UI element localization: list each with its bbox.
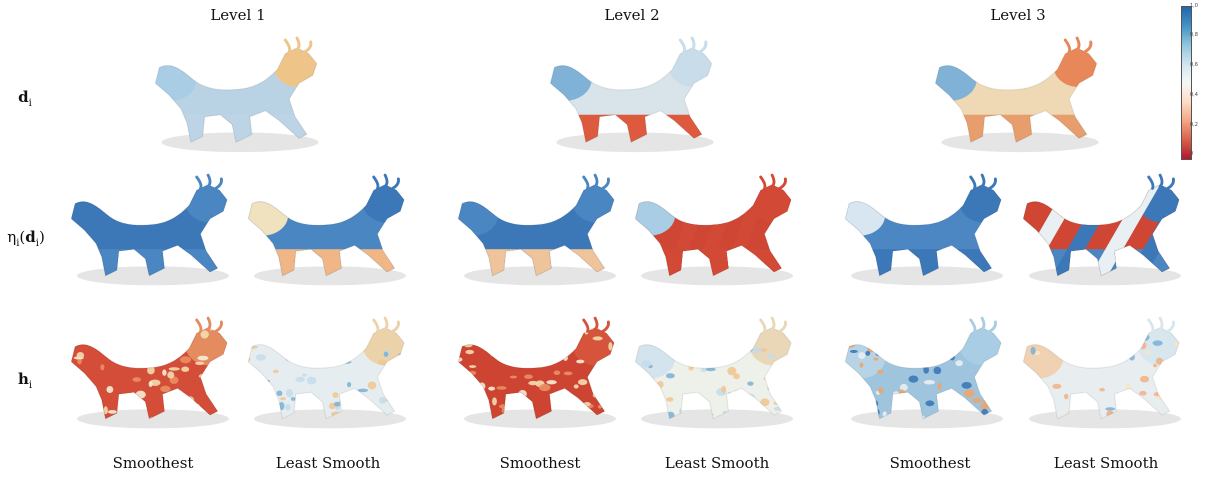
- dragon-panel-eta-level-1-least-smooth: [235, 173, 425, 293]
- dragon-render: [247, 316, 406, 429]
- column-title-level-3: Level 3: [990, 6, 1046, 24]
- dragon-render: [154, 36, 319, 153]
- dragon-render: [934, 36, 1099, 153]
- dragon-render: [1022, 316, 1181, 429]
- column-title-level-2: Level 2: [604, 6, 660, 24]
- label-least-smooth-level-1: Least Smooth: [275, 454, 381, 472]
- dragon-panel-h-level-1-least-smooth: [235, 316, 425, 436]
- row-label-d: di: [18, 88, 32, 109]
- colorbar-tick: 0: [1190, 151, 1194, 157]
- label-least-smooth-level-2: Least Smooth: [664, 454, 770, 472]
- dragon-render: [844, 173, 1003, 286]
- column-title-level-1: Level 1: [210, 6, 266, 24]
- dragon-panel-h-level-3-least-smooth: [1010, 316, 1200, 436]
- colorbar-tick: 0,4: [1190, 92, 1198, 98]
- dragon-panel-h-level-2-least-smooth: [622, 316, 812, 436]
- dragon-panel-d-level-3: [920, 36, 1120, 158]
- dragon-render: [549, 36, 714, 153]
- dragon-panel-eta-level-2-least-smooth: [622, 173, 812, 293]
- dragon-panel-h-level-2-smoothest: [445, 316, 635, 436]
- dragon-render: [70, 173, 229, 286]
- dragon-render: [457, 173, 616, 286]
- dragon-panel-eta-level-3-least-smooth: [1010, 173, 1200, 293]
- colorbar-tick: 0,8: [1190, 32, 1198, 38]
- colorbar-gradient: [1182, 7, 1191, 159]
- dragon-render: [844, 316, 1003, 429]
- dragon-panel-eta-level-2-smoothest: [445, 173, 635, 293]
- label-smoothest-level-1: Smoothest: [112, 454, 194, 472]
- dragon-render: [457, 316, 616, 429]
- label-least-smooth-level-3: Least Smooth: [1053, 454, 1159, 472]
- colorbar-tick: 0,2: [1190, 122, 1198, 128]
- dragon-panel-d-level-2: [535, 36, 735, 158]
- row-label-h: hi: [17, 370, 33, 391]
- colorbar: [1181, 6, 1192, 160]
- dragon-panel-h-level-3-smoothest: [832, 316, 1022, 436]
- dragon-render: [634, 173, 793, 286]
- dragon-panel-eta-level-1-smoothest: [58, 173, 248, 293]
- dragon-panel-h-level-1-smoothest: [58, 316, 248, 436]
- dragon-render: [70, 316, 229, 429]
- dragon-render: [247, 173, 406, 286]
- dragon-panel-d-level-1: [140, 36, 340, 158]
- row-label-eta: ηi(di): [7, 228, 45, 249]
- colorbar-tick: 1,0: [1190, 3, 1198, 9]
- label-smoothest-level-3: Smoothest: [889, 454, 971, 472]
- dragon-render: [1022, 173, 1181, 286]
- label-smoothest-level-2: Smoothest: [499, 454, 581, 472]
- dragon-render: [634, 316, 793, 429]
- colorbar-tick: 0,6: [1190, 62, 1198, 68]
- dragon-panel-eta-level-3-smoothest: [832, 173, 1022, 293]
